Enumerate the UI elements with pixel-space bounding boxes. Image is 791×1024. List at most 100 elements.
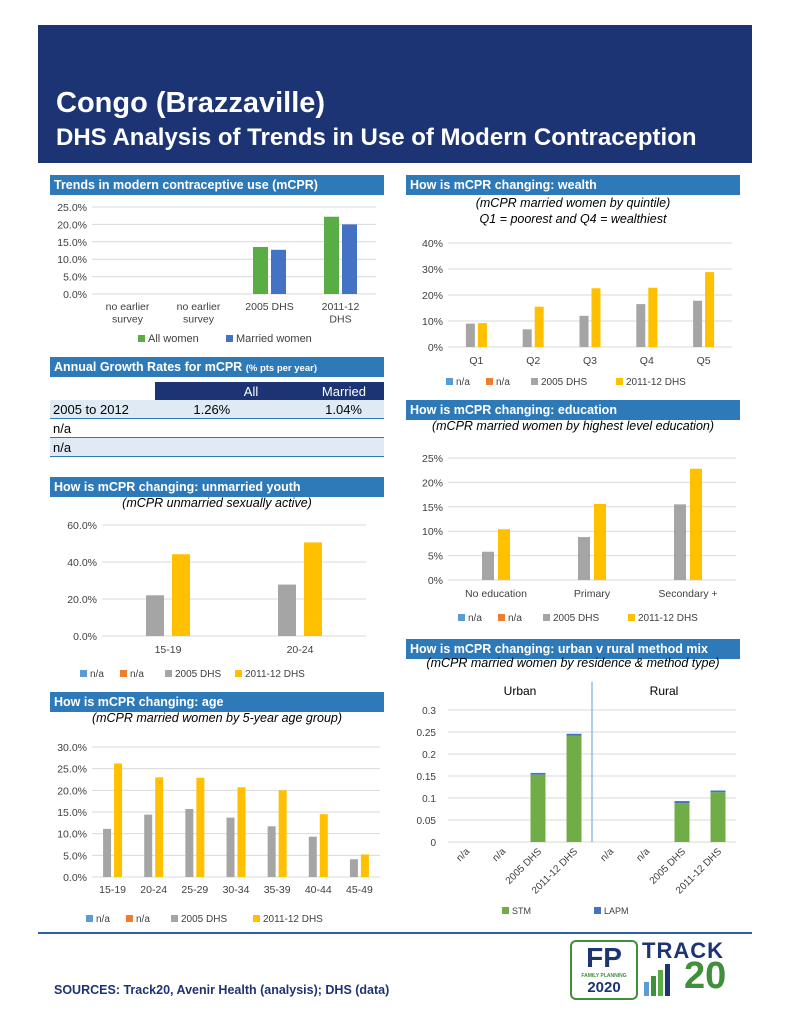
y-tick-label: 15% [422, 502, 443, 514]
y-tick-label: 40.0% [67, 557, 97, 569]
y-tick-label: 10% [422, 526, 443, 538]
legend-swatch [126, 915, 133, 922]
y-tick-label: 5.0% [63, 272, 87, 284]
x-tick-label: Q1 [469, 355, 483, 367]
page-title: Congo (Brazzaville) [56, 87, 326, 119]
bar-2005-dhs [278, 584, 296, 636]
growth-col-married: Married [280, 382, 384, 400]
legend-swatch [86, 915, 93, 922]
growth-row-all: 1.26% [193, 401, 231, 417]
track-logo-number: 20 [684, 955, 727, 997]
bar-2005-dhs [636, 304, 646, 347]
legend-label: 2005 DHS [553, 613, 599, 624]
bar-2005-dhs [144, 814, 153, 877]
bar-2011-12-dhs [690, 468, 702, 580]
bar-2005-dhs [267, 826, 276, 877]
youth-subtitle: (mCPR unmarried sexually active) [122, 496, 312, 510]
x-tick-label: 15-19 [99, 884, 126, 896]
bar-2011-12-dhs [304, 542, 322, 636]
y-tick-label: 5% [428, 551, 443, 563]
bar-all-women [253, 247, 268, 294]
bar-lapm [674, 801, 690, 804]
x-tick-label: 45-49 [346, 884, 373, 896]
table-row: n/a [50, 437, 384, 457]
mcpr-trend-chart: 0.0%5.0%10.0%15.0%20.0%25.0%no earliersu… [57, 202, 376, 345]
x-tick-label: 2011-12 [322, 301, 360, 313]
section-mix: How is mCPR changing: urban v rural meth… [406, 639, 740, 659]
y-tick-label: 20.0% [57, 785, 87, 797]
legend-label: 2011-12 DHS [626, 377, 686, 388]
y-tick-label: 60.0% [67, 520, 97, 532]
bar-2005-dhs [674, 504, 686, 580]
y-tick-label: 0.2 [422, 750, 436, 761]
bar-married-women [342, 224, 357, 294]
bar-2011-12-dhs [360, 854, 369, 877]
youth-chart: 0.0% 20.0% 40.0% 60.0% 15-19 20-24 n/a n/a 2005 … [67, 520, 366, 680]
section-growth: Annual Growth Rates for mCPR (% pts per … [50, 357, 384, 377]
legend-swatch [458, 614, 465, 621]
bar-2011-12-dhs [594, 503, 606, 580]
fp-logo-year: 2020 [587, 979, 621, 996]
bar-lapm [710, 790, 726, 793]
legend-label: n/a [96, 914, 110, 925]
fp-logo-letters: FP [586, 942, 622, 973]
wealth-chart: 0% 10% 20% 30% 40% Q1 Q2 Q3 Q4 Q5 n/a n/a 2005 DHS 20… [422, 238, 732, 388]
track-logo-word: TRACK [642, 938, 724, 963]
bar-2005-dhs [522, 329, 532, 347]
legend-swatch [543, 614, 550, 621]
bar-2011-12-dhs [237, 787, 246, 877]
growth-row-married [280, 438, 384, 457]
bar-2005-dhs [465, 323, 475, 347]
y-tick-label: 20.0% [57, 219, 87, 231]
legend-label: 2005 DHS [175, 669, 221, 680]
legend-swatch [138, 335, 145, 342]
x-tick-label: survey [112, 314, 144, 326]
x-tick-label: no earlier [177, 301, 221, 313]
bar-2011-12-dhs [319, 814, 328, 877]
legend-swatch [446, 378, 453, 385]
x-tick-label: 25-29 [181, 884, 208, 896]
wealth-subtitle-1: (mCPR married women by quintile) [475, 196, 671, 210]
x-tick-label: Primary [574, 588, 611, 600]
bar-2005-dhs [693, 300, 703, 347]
track20-logo: TRACK 20 [640, 938, 746, 998]
legend-swatch [531, 378, 538, 385]
y-tick-label: 0.15 [417, 772, 437, 783]
bar-lapm [530, 772, 546, 775]
y-tick-label: 25.0% [57, 764, 87, 776]
legend-label: n/a [468, 613, 482, 624]
x-tick-label: 15-19 [155, 644, 182, 656]
y-tick-label: 0.0% [63, 289, 87, 301]
bar-2011-12-dhs [534, 306, 544, 347]
x-tick-label: n/a [455, 846, 473, 864]
x-tick-label: 20-24 [287, 644, 314, 656]
x-tick-label: no earlier [106, 301, 150, 313]
legend-label: n/a [508, 613, 522, 624]
y-tick-label: 15.0% [57, 237, 87, 249]
x-tick-label: No education [465, 588, 527, 600]
legend-swatch [235, 670, 242, 677]
bar-2011-12-dhs [278, 790, 287, 877]
legend-swatch [616, 378, 623, 385]
legend-swatch [226, 335, 233, 342]
legend-label: All women [148, 333, 199, 345]
y-tick-label: 0 [430, 838, 436, 849]
bar-2005-dhs [146, 595, 164, 636]
fp2020-logo: FP FAMILY PLANNING 2020 [570, 940, 638, 1000]
bar-lapm [566, 733, 582, 736]
x-tick-label: 2005 DHS [245, 301, 293, 313]
x-tick-label: survey [183, 314, 215, 326]
growth-col-all: All [155, 382, 281, 400]
legend-label: 2011-12 DHS [245, 669, 305, 680]
section-youth: How is mCPR changing: unmarried youth [50, 477, 384, 497]
table-row: n/a [50, 418, 384, 438]
y-tick-label: 0.0% [63, 872, 87, 884]
track-bars-icon [644, 964, 670, 996]
bar-2011-12-dhs [196, 777, 205, 877]
legend-swatch [498, 614, 505, 621]
section-mcpr-trends: Trends in modern contraceptive use (mCPR… [50, 175, 384, 195]
x-tick-label: 30-34 [223, 884, 250, 896]
bar-all-women [324, 216, 339, 294]
y-tick-label: 25% [422, 453, 443, 465]
legend-label: Married women [236, 333, 312, 345]
